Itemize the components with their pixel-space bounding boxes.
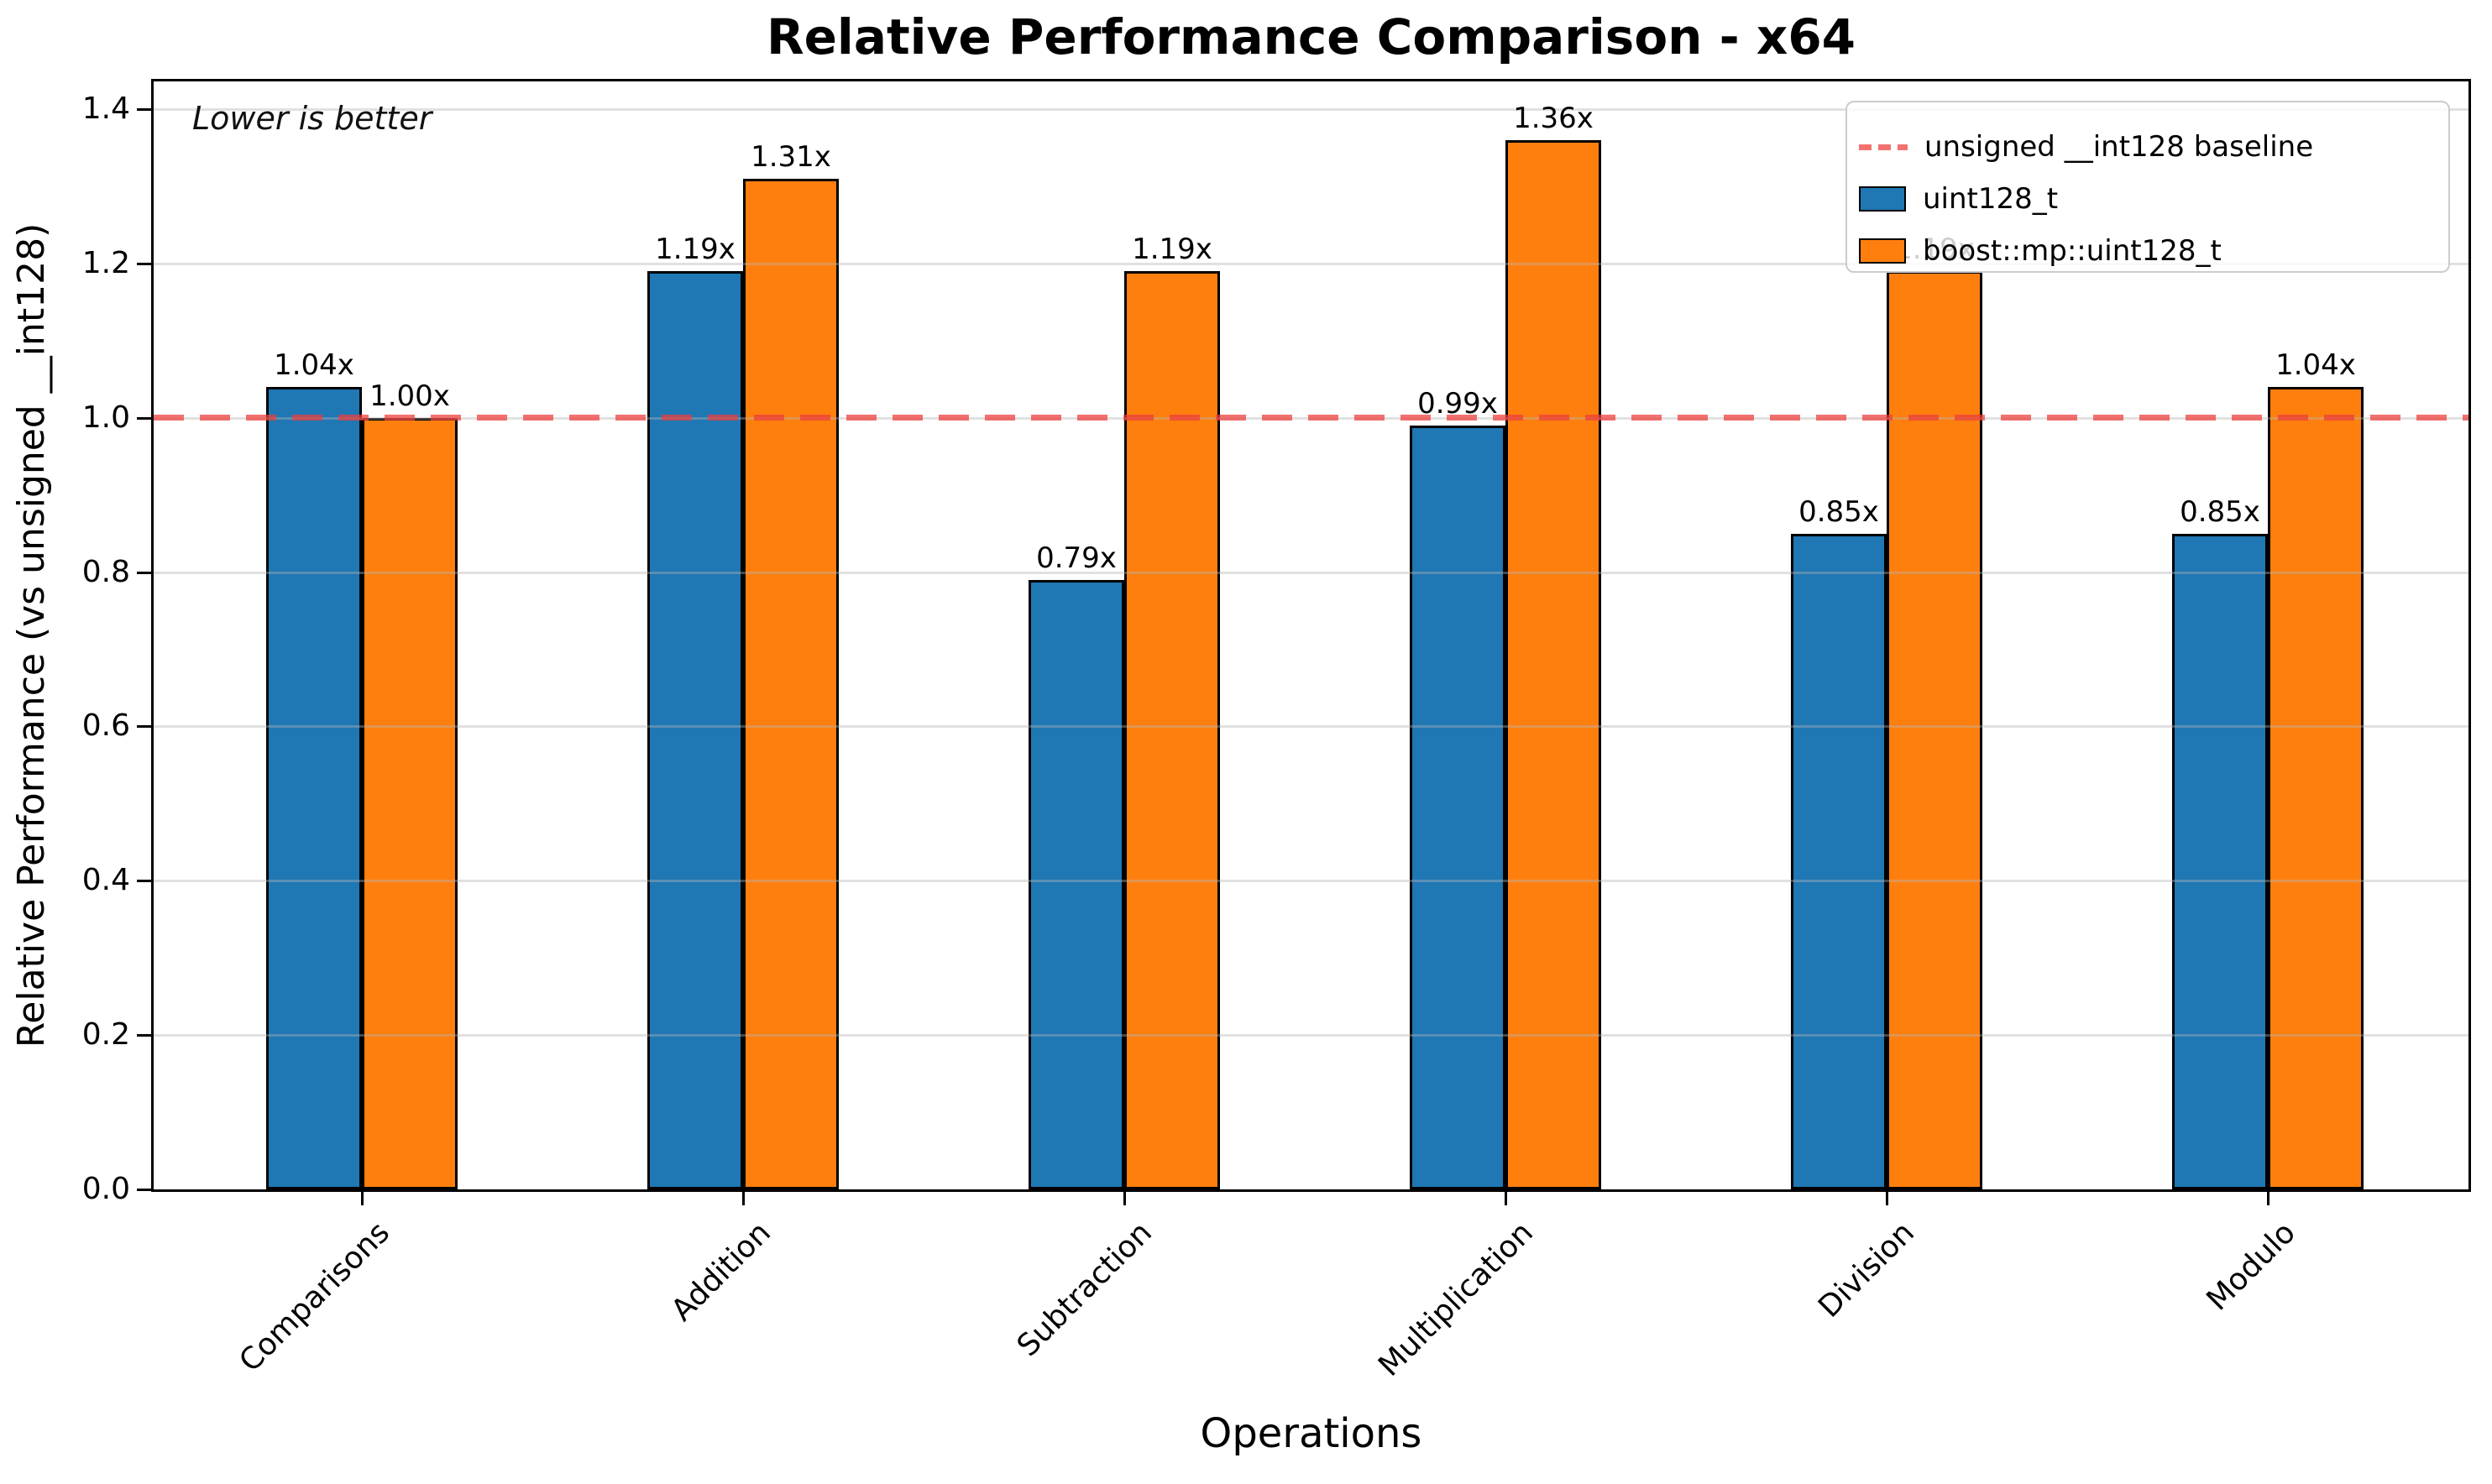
legend-label-baseline: unsigned __int128 baseline [1924, 130, 2314, 164]
x-tick-mark [1123, 1192, 1126, 1205]
x-tick-label-Division: Division [1812, 1215, 1921, 1325]
x-axis-label: Operations [1200, 1410, 1422, 1457]
x-tick-label-Addition: Addition [664, 1215, 777, 1329]
bar-boost::mp::uint128_t-Comparisons [362, 418, 458, 1189]
legend: unsigned __int128 baseline uint128_t boo… [1845, 101, 2450, 273]
bar-boost::mp::uint128_t-Addition [743, 179, 839, 1189]
legend-row-uint128: uint128_t [1859, 173, 2448, 225]
grid-line [154, 725, 2468, 729]
lower-is-better-note: Lower is better [192, 100, 432, 137]
y-tick-label: 1.4 [81, 91, 130, 127]
grid-line [154, 262, 2468, 265]
bar-value-label: 1.04x [2275, 348, 2356, 382]
bar-uint128_t-Modulo [2172, 534, 2268, 1189]
plot-area: 1.04x 1.19x 0.79x 0.99x 0.85x 0.85x 1.00x 1.31x… [151, 79, 2471, 1192]
y-tick-label: 0.6 [81, 708, 130, 744]
y-tick-mark [137, 416, 152, 420]
y-tick-mark [137, 880, 152, 883]
bar-uint128_t-Division [1791, 534, 1887, 1189]
legend-label-uint128: uint128_t [1923, 182, 2059, 216]
boost-color-swatch [1859, 238, 1906, 264]
baseline-dashed-line [154, 415, 2468, 421]
bar-uint128_t-Addition [647, 271, 743, 1189]
y-tick-label: 1.0 [81, 400, 130, 435]
y-tick-mark [137, 571, 152, 574]
x-tick-mark [1505, 1192, 1507, 1205]
bar-value-label: 0.85x [2180, 494, 2260, 529]
bar-boost::mp::uint128_t-Multiplication [1505, 140, 1601, 1189]
x-tick-mark [2267, 1192, 2270, 1205]
bar-uint128_t-Comparisons [266, 387, 362, 1189]
bar-value-label: 1.36x [1513, 101, 1594, 135]
x-tick-mark [1886, 1192, 1888, 1205]
legend-row-boost: boost::mp::uint128_t [1859, 225, 2448, 277]
y-tick-mark [137, 1189, 152, 1191]
y-tick-mark [137, 262, 152, 265]
bar-uint128_t-Subtraction [1029, 580, 1124, 1189]
x-tick-label-Multiplication: Multiplication [1372, 1215, 1540, 1383]
bar-uint128_t-Multiplication [1410, 426, 1505, 1189]
y-tick-label: 0.8 [81, 554, 130, 589]
legend-row-baseline: unsigned __int128 baseline [1859, 121, 2448, 173]
y-tick-label: 0.2 [81, 1017, 130, 1053]
legend-label-boost: boost::mp::uint128_t [1923, 234, 2222, 268]
baseline-dash-swatch [1859, 144, 1908, 150]
x-tick-label-Comparisons: Comparisons [233, 1215, 396, 1379]
x-tick-label-Modulo: Modulo [2200, 1215, 2302, 1318]
uint128-color-swatch [1859, 186, 1906, 212]
bar-value-label: 0.79x [1036, 541, 1117, 575]
grid-line [154, 571, 2468, 574]
bar-value-label: 0.85x [1798, 494, 1879, 529]
bar-value-label: 1.19x [1132, 233, 1212, 267]
bar-value-label: 1.19x [655, 233, 736, 267]
bar-boost::mp::uint128_t-Subtraction [1124, 271, 1220, 1189]
grid-line [154, 880, 2468, 883]
y-tick-mark [137, 725, 152, 729]
y-tick-label: 0.0 [81, 1172, 130, 1206]
bar-boost::mp::uint128_t-Division [1887, 271, 1982, 1189]
bar-value-label: 1.00x [369, 379, 450, 413]
y-tick-mark [137, 1034, 152, 1037]
y-tick-mark [137, 108, 152, 112]
grid-line [154, 108, 2468, 112]
y-tick-label: 0.4 [81, 863, 130, 898]
x-tick-label-Subtraction: Subtraction [1010, 1215, 1159, 1364]
y-tick-label: 1.2 [81, 245, 130, 280]
x-tick-mark [361, 1192, 364, 1205]
bar-boost::mp::uint128_t-Modulo [2268, 387, 2364, 1189]
y-axis-label: Relative Performance (vs unsigned __int1… [10, 222, 53, 1048]
chart-title: Relative Performance Comparison - x64 [766, 8, 1856, 65]
bar-value-label: 1.04x [274, 348, 354, 382]
bar-value-label: 1.31x [751, 139, 831, 174]
grid-line [154, 1034, 2468, 1037]
x-tick-mark [742, 1192, 745, 1205]
